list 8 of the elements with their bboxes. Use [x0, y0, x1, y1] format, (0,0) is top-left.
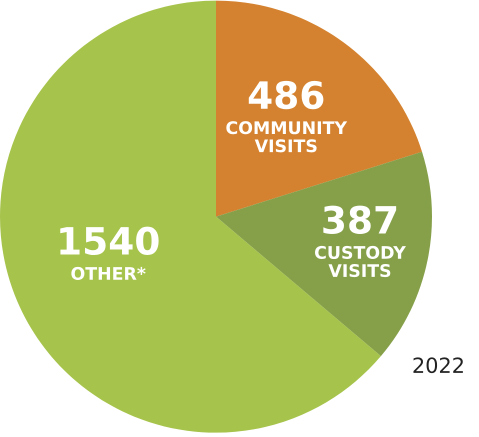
slice-label: COMMUNITY VISITS	[226, 121, 348, 152]
text: 2022	[413, 357, 463, 374]
slice-label: CUSTODY VISITS	[315, 246, 406, 278]
data-label: 1540	[60, 226, 159, 256]
data-label: 486	[248, 80, 324, 110]
slice-label: OTHER*	[71, 266, 146, 280]
pie-slice	[216, 152, 432, 356]
data-label: 387	[323, 206, 396, 234]
